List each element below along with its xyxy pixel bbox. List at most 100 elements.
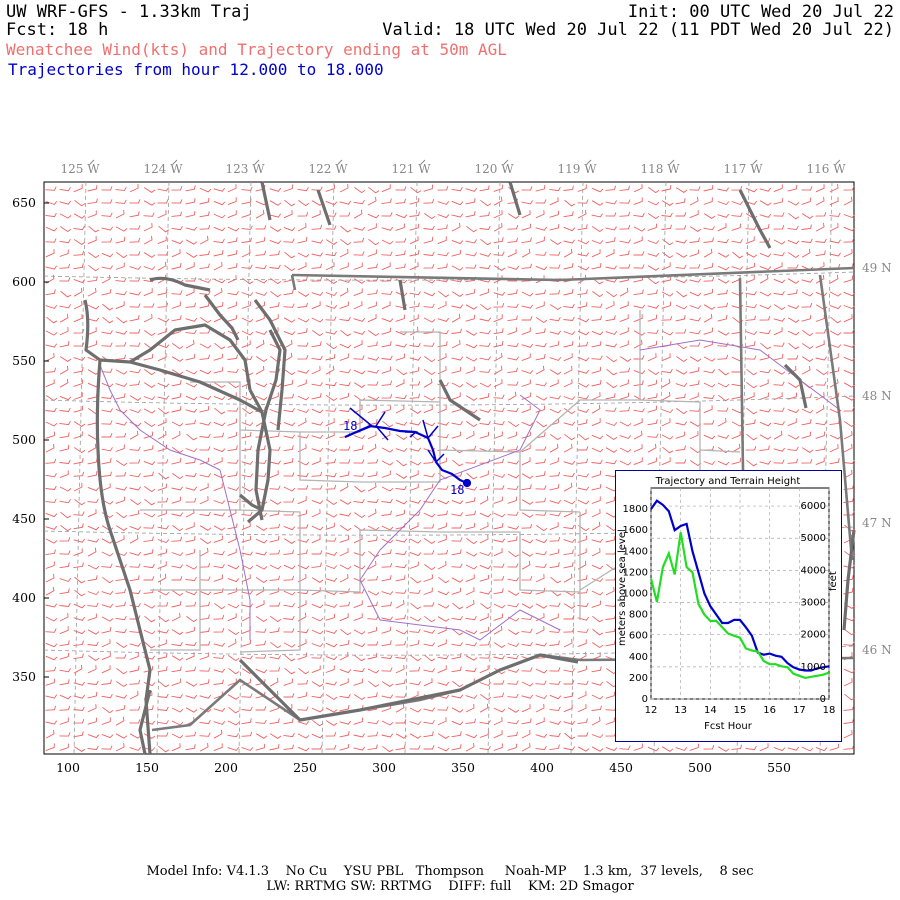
- wind-barb-icon: [269, 302, 280, 309]
- wind-barb-icon: [241, 564, 254, 570]
- wind-barb-icon: [521, 589, 533, 594]
- wind-barb-icon: [843, 744, 855, 750]
- wind-barb-icon: [381, 366, 392, 374]
- wind-barb-icon: [199, 354, 211, 360]
- wind-barb-icon: [801, 459, 813, 464]
- wind-barb-icon: [843, 237, 855, 243]
- wind-barb-icon: [45, 678, 56, 686]
- wind-barb-icon: [577, 252, 590, 257]
- wind-barb-icon: [815, 238, 827, 243]
- wind-barb-icon: [451, 339, 461, 349]
- wind-barb-icon: [101, 368, 113, 373]
- wind-barb-icon: [381, 447, 394, 453]
- wind-barb-icon: [521, 237, 532, 244]
- wind-barb-icon: [171, 290, 183, 295]
- wind-barb-icon: [213, 721, 226, 725]
- wind-barb-icon: [213, 301, 224, 309]
- wind-barb-icon: [283, 379, 294, 387]
- wind-barb-icon: [171, 496, 182, 504]
- wind-barb-icon: [367, 744, 378, 751]
- wind-barb-icon: [311, 665, 321, 674]
- wind-barb-icon: [227, 694, 240, 700]
- wind-barb-icon: [746, 368, 758, 376]
- coastline: [83, 181, 856, 755]
- wind-barb-icon: [283, 538, 296, 544]
- wind-barb-icon: [340, 525, 352, 532]
- wind-barb-icon: [227, 368, 239, 373]
- wind-barb-icon: [843, 395, 856, 401]
- wind-barb-icon: [129, 563, 141, 568]
- wind-barb-icon: [199, 496, 209, 505]
- wind-barb-icon: [493, 314, 503, 323]
- wind-barb-icon: [353, 288, 363, 297]
- wind-barb-icon: [325, 305, 338, 309]
- wind-barb-icon: [199, 562, 211, 568]
- wind-barb-icon: [255, 382, 268, 388]
- wind-barb-icon: [661, 330, 674, 336]
- wind-barb-icon: [241, 264, 253, 269]
- wind-barb-icon: [255, 339, 265, 349]
- wind-barb-icon: [199, 395, 212, 400]
- wind-barb-icon: [269, 187, 282, 192]
- wind-barb-icon: [423, 278, 436, 284]
- wind-barb-icon: [648, 187, 660, 194]
- wind-barb-icon: [689, 291, 702, 297]
- wind-barb-icon: [227, 603, 240, 609]
- wind-barb-icon: [284, 199, 296, 207]
- wind-barb-icon: [395, 550, 407, 555]
- wind-barb-icon: [325, 251, 337, 257]
- wind-barb-icon: [186, 616, 198, 623]
- wind-barb-icon: [451, 366, 462, 374]
- wind-barb-icon: [437, 733, 450, 739]
- wind-barb-icon: [801, 431, 812, 439]
- wind-barb-icon: [381, 317, 394, 323]
- wind-barb-icon: [703, 369, 715, 374]
- wind-barb-icon: [171, 406, 182, 413]
- wind-barb-icon: [73, 314, 83, 323]
- wind-barb-icon: [452, 459, 464, 467]
- wind-barb-icon: [45, 729, 55, 739]
- wind-barb-icon: [339, 720, 352, 725]
- wind-barb-icon: [381, 460, 394, 466]
- wind-barb-icon: [480, 199, 492, 207]
- wind-barb-icon: [227, 418, 237, 426]
- wind-barb-icon: [409, 342, 421, 348]
- wind-barb-icon: [591, 330, 604, 336]
- wind-barb-icon: [242, 277, 254, 285]
- wind-barb-icon: [535, 745, 547, 751]
- wind-barb-icon: [479, 288, 489, 296]
- wind-barb-icon: [409, 249, 420, 257]
- wind-barb-icon: [563, 482, 573, 492]
- wind-barb-icon: [592, 277, 604, 285]
- wind-barb-icon: [381, 276, 393, 282]
- wind-barb-icon: [395, 679, 406, 686]
- wind-barb-icon: [143, 223, 153, 232]
- y-tick-label: 400: [12, 590, 36, 605]
- wind-barb-icon: [367, 471, 378, 478]
- wind-barb-icon: [283, 445, 294, 452]
- wind-barb-icon: [395, 693, 407, 698]
- wind-barb-icon: [228, 655, 240, 662]
- wind-barb-icon: [549, 357, 562, 361]
- wind-barb-icon: [241, 395, 254, 401]
- wind-barb-icon: [689, 196, 699, 206]
- wind-barb-icon: [550, 304, 562, 311]
- wind-barb-icon: [87, 641, 99, 646]
- wind-barb-icon: [283, 603, 295, 608]
- wind-barb-icon: [129, 719, 141, 724]
- wind-barb-icon: [87, 680, 99, 685]
- wind-barb-icon: [382, 420, 394, 428]
- wind-barb-icon: [676, 290, 688, 298]
- wind-barb-icon: [409, 745, 421, 750]
- wind-barb-icon: [228, 667, 240, 675]
- wind-barb-icon: [451, 499, 464, 505]
- wind-barb-icon: [241, 237, 252, 243]
- wind-barb-icon: [605, 746, 618, 752]
- chart-y2label: feet: [828, 571, 839, 591]
- wind-barb-icon: [578, 525, 590, 532]
- wind-barb-icon: [801, 408, 814, 414]
- wind-barb-icon: [759, 224, 770, 231]
- wind-barb-icon: [227, 301, 237, 309]
- wind-barb-icon: [549, 720, 562, 725]
- wind-barb-icon: [451, 666, 462, 673]
